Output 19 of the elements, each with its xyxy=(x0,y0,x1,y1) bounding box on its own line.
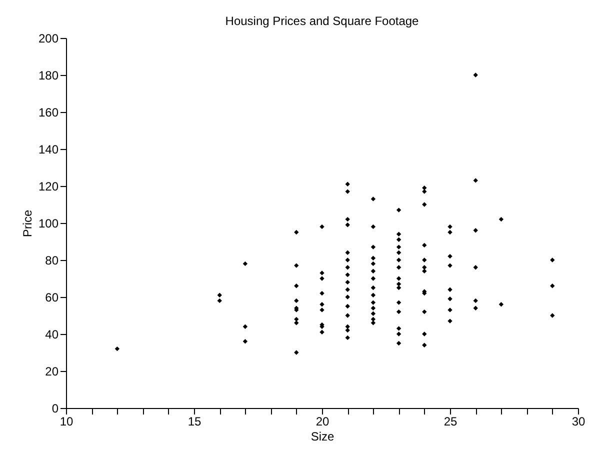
y-tick-label: 0 xyxy=(52,402,59,416)
y-tick-label: 200 xyxy=(38,32,59,46)
chart-title: Housing Prices and Square Footage xyxy=(225,14,420,28)
x-tick-label: 20 xyxy=(316,414,330,428)
y-tick-label: 140 xyxy=(38,142,59,156)
y-tick-label: 20 xyxy=(45,364,59,378)
y-tick-label: 160 xyxy=(38,106,59,120)
y-tick-label: 60 xyxy=(45,290,59,304)
y-tick-label: 80 xyxy=(45,254,59,268)
y-tick-label: 180 xyxy=(38,68,59,82)
y-tick-label: 120 xyxy=(38,180,59,194)
x-axis-title: Size xyxy=(310,430,334,444)
y-tick-label: 40 xyxy=(45,328,59,342)
x-tick-label: 30 xyxy=(572,414,586,428)
x-tick-label: 15 xyxy=(188,414,202,428)
x-tick-label: 10 xyxy=(60,414,74,428)
x-tick-label: 25 xyxy=(444,414,458,428)
y-axis-title: Price xyxy=(20,210,34,238)
y-tick-label: 100 xyxy=(38,216,59,230)
